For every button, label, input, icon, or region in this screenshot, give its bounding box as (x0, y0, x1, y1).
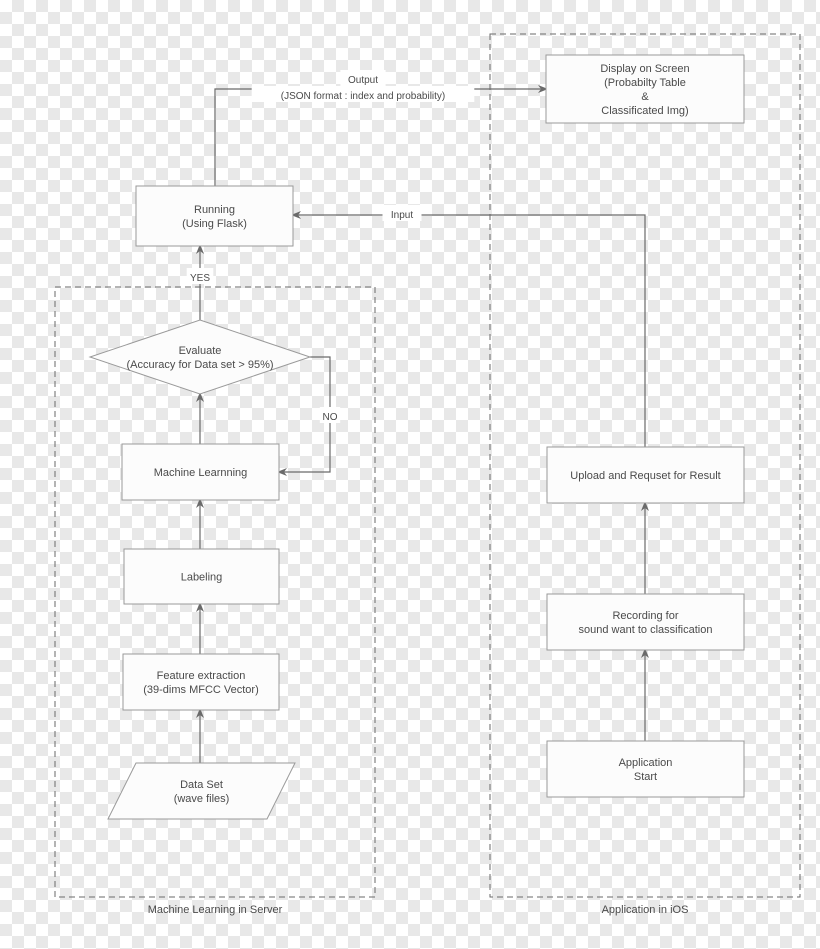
edge-label-e7: Output (348, 75, 378, 86)
node-text-labeling-0: Labeling (181, 572, 223, 584)
node-text-evaluate-1: (Accuracy for Data set > 95%) (126, 359, 273, 371)
edge-e10 (293, 215, 645, 447)
edge-label2-e7: (JSON format : index and probability) (281, 91, 446, 102)
node-text-display-1: (Probabilty Table (604, 77, 686, 89)
edge-e7 (215, 89, 546, 186)
node-dataset (108, 763, 295, 819)
node-recording (547, 594, 744, 650)
edge-label-e10: Input (391, 210, 413, 221)
node-text-feature-0: Feature extraction (157, 670, 246, 682)
node-text-dataset-1: (wave files) (174, 793, 230, 805)
node-feature (123, 654, 279, 710)
node-text-running-0: Running (194, 204, 235, 216)
node-text-ml-0: Machine Learnning (154, 467, 248, 479)
node-text-appstart-1: Start (634, 771, 657, 783)
node-text-display-2: & (641, 91, 649, 103)
node-text-display-0: Display on Screen (600, 63, 689, 75)
node-text-running-1: (Using Flask) (182, 218, 247, 230)
node-text-appstart-0: Application (619, 757, 673, 769)
node-running (136, 186, 293, 246)
layer-nodes: Display on Screen (Probabilty Table & Class… (90, 55, 744, 819)
edge-label-e5: YES (190, 273, 210, 284)
node-text-upload-0: Upload and Requset for Result (570, 470, 720, 482)
node-text-evaluate-0: Evaluate (179, 345, 222, 357)
node-text-recording-1: sound want to classification (579, 624, 713, 636)
edge-label-e6: NO (323, 412, 338, 423)
node-text-dataset-0: Data Set (180, 779, 223, 791)
node-text-display-3: Classificated Img) (601, 105, 688, 117)
node-appstart (547, 741, 744, 797)
node-text-recording-0: Recording for (612, 610, 678, 622)
region-label-ios: Application in iOS (602, 904, 689, 916)
region-label-server: Machine Learning in Server (148, 904, 283, 916)
node-evaluate (90, 320, 310, 394)
node-text-feature-1: (39-dims MFCC Vector) (143, 684, 259, 696)
flowchart-svg: Machine Learning in Server Application in… (0, 0, 820, 949)
